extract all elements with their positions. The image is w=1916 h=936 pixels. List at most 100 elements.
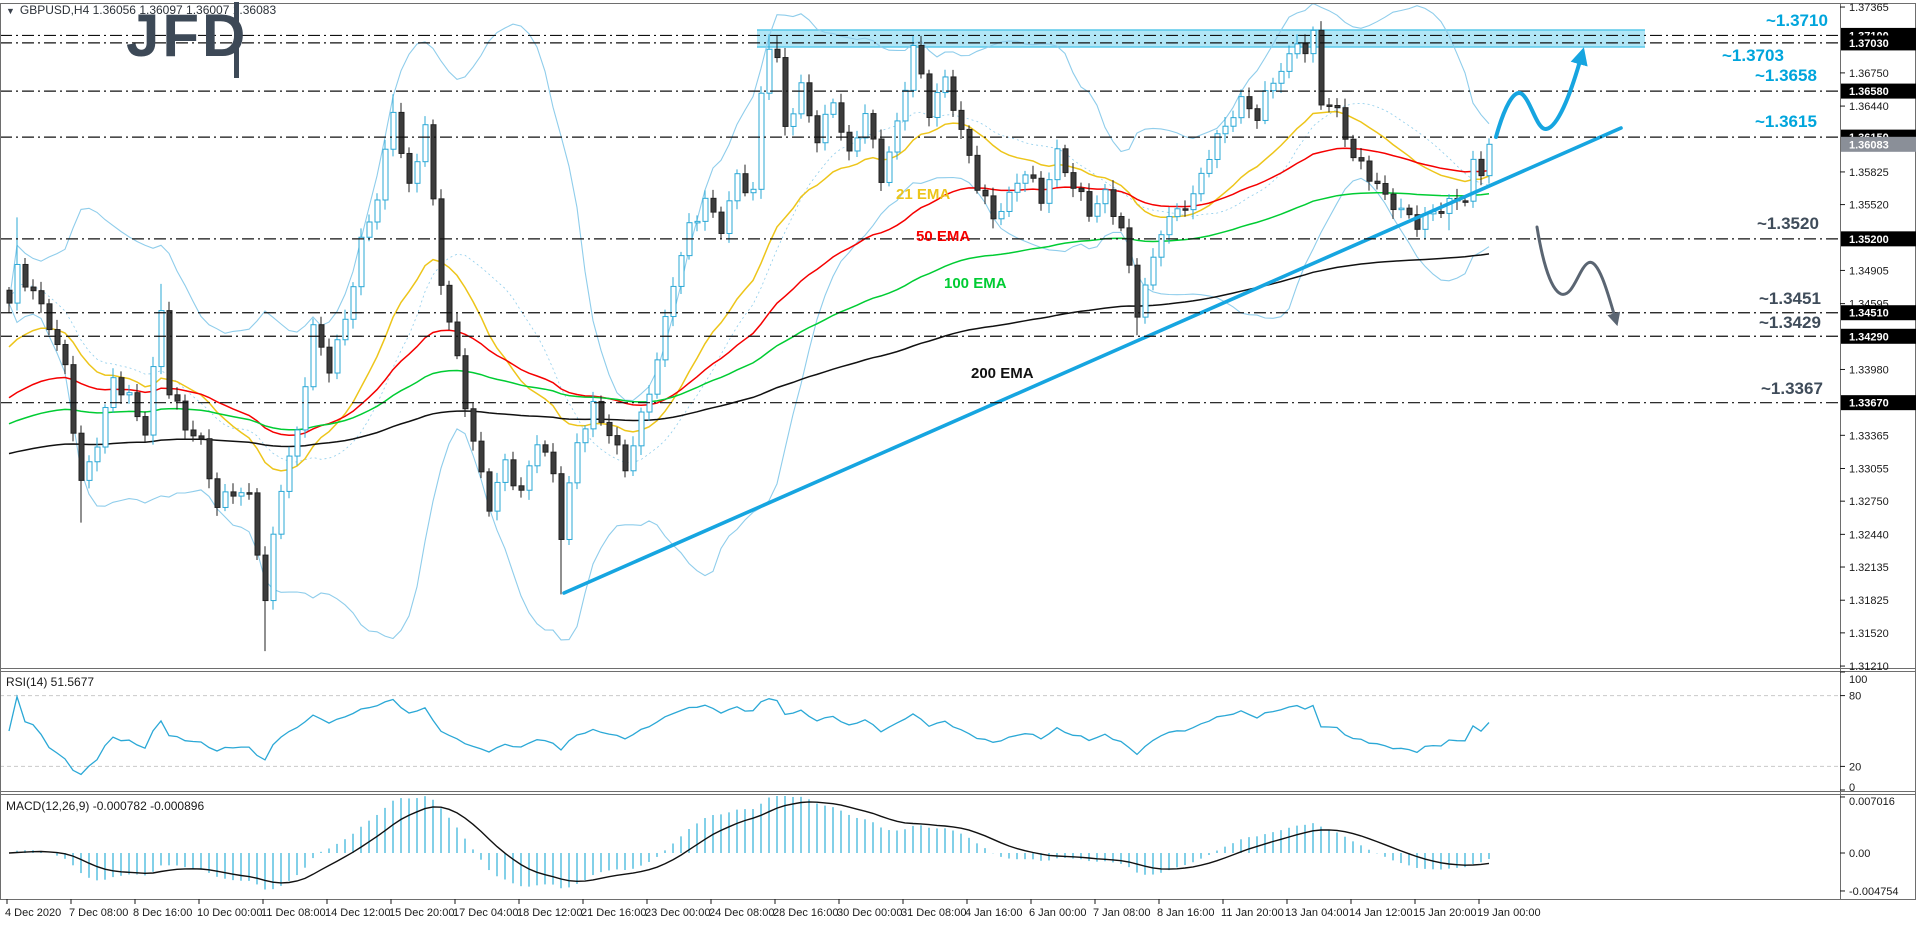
candle-body [182,400,189,431]
candle-body [1078,187,1085,193]
candle-body [502,459,509,483]
candle-body [1070,172,1077,189]
time-tick-label: 28 Dec 16:00 [773,907,838,919]
price-tick-label: 1.32440 [1849,529,1889,541]
candle-body [878,138,885,183]
candle-body [694,220,701,224]
candle-body [566,482,573,540]
time-tick-label: 10 Dec 00:00 [197,907,262,919]
candle-body [854,137,861,152]
candle-body [1174,208,1181,218]
time-tick-label: 19 Jan 00:00 [1477,907,1541,919]
bollinger-upper-band [8,4,1490,402]
candle-body [94,446,101,463]
candle-body [1478,158,1485,177]
rsi-line [8,694,1490,776]
time-tick-label: 14 Dec 12:00 [325,907,390,919]
candle-body [1190,193,1197,211]
candle-body [326,346,333,374]
candle-body [390,111,397,150]
candle-body [1118,215,1125,229]
candle-body [1390,193,1397,211]
candle-body [518,485,525,491]
symbol-info: ▼ GBPUSD,H4 1.36056 1.36097 1.36007 1.360… [6,3,276,17]
candle-body [1102,189,1109,205]
candle-body [86,461,93,481]
time-tick-label: 4 Dec 2020 [5,907,61,919]
price-tick-label: 1.34905 [1849,265,1889,277]
candle-body [582,428,589,444]
ema-200-line [8,253,1490,455]
candle-body [262,554,269,602]
candle-body [1014,182,1021,193]
candle-body [422,124,429,163]
bollinger-middle-band [8,102,1490,464]
candle-body [1406,207,1413,216]
candle-body [1086,191,1093,217]
level-price-chip-label: 1.36580 [1849,86,1889,98]
candle-body [1294,43,1301,55]
candle-body [606,421,613,437]
level-price-chip [1841,83,1916,99]
ema-100-line [8,192,1490,431]
candle-body [942,76,949,94]
level-price-chip [1841,231,1916,247]
candle-body [126,392,133,396]
candle-body [1214,133,1221,160]
candle-body [1022,174,1029,184]
candle-body [710,197,717,213]
level-price-chip [1841,328,1916,344]
price-tick-label: 1.32135 [1849,562,1889,574]
candle-body [478,440,485,473]
candle-body [1094,203,1101,217]
main-price-pane[interactable] [0,3,1840,652]
time-tick-label: 8 Jan 16:00 [1157,907,1215,919]
price-tick-label: 1.33055 [1849,464,1889,476]
candle-body [638,411,645,447]
level-price-chip-label: 1.34290 [1849,331,1889,343]
candle-body [1358,157,1365,162]
candle-body [1046,179,1053,204]
rsi-tick-label: 0 [1849,782,1855,794]
time-tick-label: 13 Jan 04:00 [1285,907,1349,919]
price-tick-label: 1.31825 [1849,595,1889,607]
candle-body [526,465,533,491]
candle-body [886,151,893,183]
candle-body [1254,108,1261,121]
candle-body [1062,148,1069,174]
time-tick-label: 7 Dec 08:00 [69,907,128,919]
symbol-dropdown-icon[interactable]: ▼ [6,6,15,16]
price-axis[interactable]: 1.37365 1.36750 1.36440 1.35825 1.35520 1.349… [1840,2,1916,898]
candle-body [382,148,389,201]
time-tick-label: 17 Dec 04:00 [453,907,518,919]
candle-body [934,92,941,118]
candle-body [54,329,61,346]
macd-tick-label: 0.007016 [1849,796,1895,808]
candle-body [982,189,989,197]
candle-body [614,435,621,446]
time-axis[interactable]: 4 Dec 2020 7 Dec 08:00 8 Dec 16:00 10 Dec 0… [5,899,1541,919]
level-label-1.3658: ~1.3658 [1755,66,1817,85]
candle-body [134,392,141,418]
support-trendline[interactable] [562,126,1623,595]
candle-body [774,48,781,59]
candle-body [966,128,973,156]
candle-body [302,386,309,431]
candle-body [38,290,45,305]
candle-body [1374,180,1381,185]
symbol-ohlc-text: GBPUSD,H4 1.36056 1.36097 1.36007 1.3608… [19,3,277,17]
candle-body [6,289,13,304]
level-price-chip-label: 1.34510 [1849,308,1889,320]
candle-body [670,285,677,318]
level-label-1.3703: ~1.3703 [1722,46,1784,65]
candle-body [102,407,109,448]
candle-body [1334,104,1341,109]
rsi-tick-label: 80 [1849,691,1861,703]
candle-body [862,113,869,139]
rsi-indicator-label: RSI(14) 51.5677 [6,675,95,689]
time-tick-label: 30 Dec 00:00 [837,907,902,919]
candle-body [214,478,221,508]
price-tick-label: 1.33365 [1849,430,1889,442]
candle-body [22,263,29,288]
